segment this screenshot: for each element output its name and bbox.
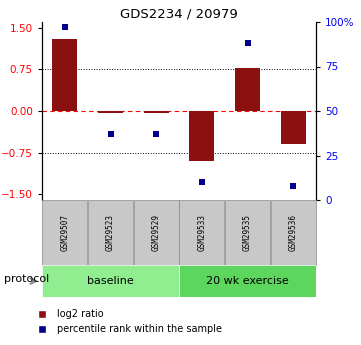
Bar: [280, 111, 306, 144]
Bar: [225, 200, 270, 265]
Bar: [179, 265, 316, 297]
Text: 20 wk exercise: 20 wk exercise: [206, 276, 289, 286]
Bar: [42, 265, 179, 297]
Bar: [134, 200, 179, 265]
Bar: [270, 200, 316, 265]
Text: GSM29533: GSM29533: [197, 214, 206, 251]
Text: GSM29536: GSM29536: [289, 214, 298, 251]
Text: GSM29535: GSM29535: [243, 214, 252, 251]
Bar: [235, 68, 260, 111]
Text: protocol: protocol: [4, 274, 49, 284]
Bar: [189, 111, 214, 161]
Text: GSM29523: GSM29523: [106, 214, 115, 251]
Bar: [98, 111, 123, 113]
Bar: [144, 111, 169, 113]
Bar: [42, 200, 87, 265]
Text: GSM29529: GSM29529: [152, 214, 161, 251]
Bar: [52, 39, 77, 111]
Bar: [88, 200, 133, 265]
Text: baseline: baseline: [87, 276, 134, 286]
Text: GSM29507: GSM29507: [60, 214, 69, 251]
Bar: [179, 200, 225, 265]
Title: GDS2234 / 20979: GDS2234 / 20979: [120, 8, 238, 21]
Legend: log2 ratio, percentile rank within the sample: log2 ratio, percentile rank within the s…: [29, 305, 226, 338]
